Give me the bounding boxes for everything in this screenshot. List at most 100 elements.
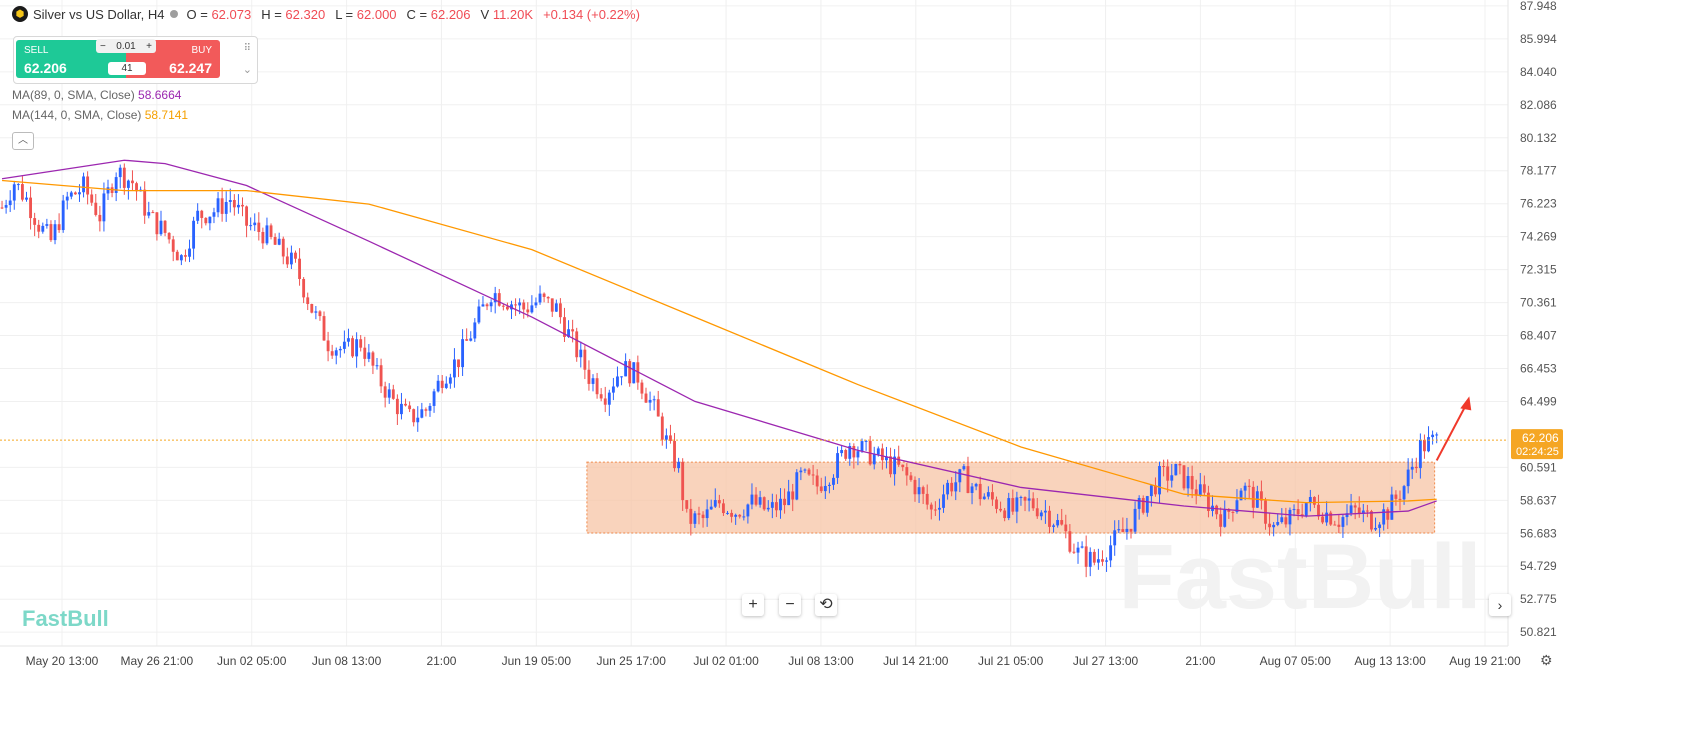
candle-body <box>599 394 603 399</box>
candle-body <box>436 380 440 392</box>
scroll-right-button[interactable]: › <box>1489 594 1511 616</box>
candle-body <box>1105 560 1108 562</box>
candle-body <box>689 508 693 524</box>
candle-body <box>245 206 249 226</box>
candle-body <box>1361 510 1365 514</box>
reset-view-button[interactable]: ⟲ <box>815 594 837 616</box>
y-tick-label: 84.040 <box>1520 65 1557 79</box>
candle-body <box>1113 530 1117 546</box>
candle-body <box>579 349 583 358</box>
collapse-legend-button[interactable]: ︿ <box>12 132 34 150</box>
candle-body <box>1219 514 1223 527</box>
candle-body <box>713 500 717 507</box>
candle-body <box>1015 497 1019 512</box>
lot-plus-button[interactable]: + <box>146 40 152 52</box>
candle-body <box>318 311 322 317</box>
zoom-out-button[interactable]: − <box>779 594 801 616</box>
y-tick-label: 80.132 <box>1520 131 1557 145</box>
x-tick-label: Aug 13 13:00 <box>1354 654 1426 668</box>
candle-body <box>791 491 795 500</box>
candle-body <box>314 311 318 313</box>
gear-icon[interactable]: ⚙ <box>1540 652 1553 668</box>
candle-body <box>514 304 517 306</box>
candle-body <box>730 512 734 517</box>
candle-body <box>669 435 672 441</box>
x-tick-label: Jun 08 13:00 <box>312 654 382 668</box>
candle-body <box>1052 525 1055 527</box>
candle-body <box>876 448 880 455</box>
candle-body <box>1284 517 1288 525</box>
lot-minus-button[interactable]: − <box>100 40 106 52</box>
candle-body <box>656 399 660 417</box>
candle-body <box>1304 503 1308 516</box>
candle-body <box>257 222 261 232</box>
candle-body <box>1125 528 1129 532</box>
candle-body <box>1312 496 1316 505</box>
candle-body <box>644 393 648 403</box>
candle-body <box>1386 509 1390 520</box>
candle-body <box>530 305 534 313</box>
ma144-legend[interactable]: MA(144, 0, SMA, Close) 58.7141 <box>12 108 188 122</box>
candle-body <box>779 498 782 511</box>
candle-body <box>632 362 636 384</box>
candle-body <box>477 306 481 323</box>
candle-body <box>188 248 191 257</box>
candle-body <box>192 220 196 249</box>
candle-body <box>591 378 595 384</box>
candle-body <box>216 198 220 213</box>
candle-body <box>212 212 216 217</box>
x-tick-label: Jul 08 13:00 <box>788 654 854 668</box>
zoom-in-button[interactable]: + <box>742 594 764 616</box>
candle-body <box>746 504 750 517</box>
candle-body <box>978 483 982 500</box>
candle-body <box>807 469 811 475</box>
candle-body <box>481 304 485 307</box>
candle-body <box>131 180 134 184</box>
candle-body <box>999 508 1003 511</box>
ma89-legend[interactable]: MA(89, 0, SMA, Close) 58.6664 <box>12 88 181 102</box>
candle-body <box>298 258 301 279</box>
candle-body <box>294 252 297 259</box>
candle-body <box>395 398 399 415</box>
candle-body <box>497 293 501 306</box>
candle-body <box>958 469 962 483</box>
lot-value[interactable]: 0.01 <box>116 40 136 52</box>
candle-body <box>412 409 416 423</box>
candle-body <box>836 453 839 478</box>
candle-body <box>897 456 901 465</box>
current-price-tag <box>1511 429 1563 460</box>
candle-body <box>0 207 4 209</box>
chevron-down-icon[interactable]: ⌄ <box>242 64 252 76</box>
candle-body <box>628 361 632 384</box>
candle-body <box>986 492 990 497</box>
candle-body <box>542 293 546 297</box>
candle-body <box>575 331 579 358</box>
candle-body <box>1398 498 1402 500</box>
candle-body <box>155 212 159 235</box>
candle-body <box>880 448 884 461</box>
candle-body <box>624 361 628 377</box>
candle-body <box>408 405 412 410</box>
candle-body <box>1190 476 1194 490</box>
candle-body <box>982 496 986 500</box>
ma144-label: MA(144, 0, SMA, Close) <box>12 108 142 122</box>
y-tick-label: 72.315 <box>1520 263 1557 277</box>
lot-stepper[interactable]: − 0.01 + <box>96 39 156 53</box>
candle-body <box>587 369 591 384</box>
candle-body <box>701 514 705 519</box>
candle-body <box>991 492 994 500</box>
candle-body <box>220 198 224 214</box>
candle-body <box>241 204 244 207</box>
candle-body <box>359 339 363 348</box>
y-tick-label: 70.361 <box>1520 296 1557 310</box>
candle-body <box>86 176 90 195</box>
candle-body <box>1259 491 1263 501</box>
candle-body <box>237 204 240 208</box>
close-label: C = <box>406 6 428 22</box>
candle-body <box>489 302 493 307</box>
candle-body <box>273 237 277 245</box>
drag-handle-icon[interactable]: ⠿ <box>243 43 251 54</box>
candle-body <box>277 238 281 245</box>
candle-body <box>563 317 566 337</box>
